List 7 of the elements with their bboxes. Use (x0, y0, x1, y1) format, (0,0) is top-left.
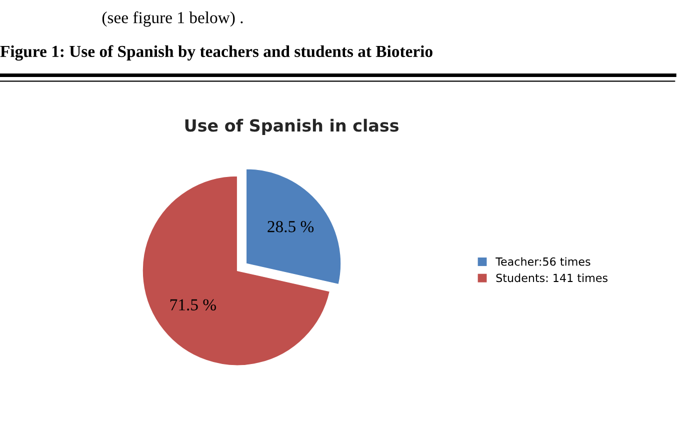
data-label: 28.5 % (268, 220, 314, 232)
data-label: 71.5 % (170, 299, 216, 311)
chart-title: Figure 1: Use of Spanish by teachers and students at Bioterio (0, 45, 432, 61)
chart-subtitle: Use of Spanish in class (185, 118, 398, 135)
legend-label: Teacher:56 times (496, 257, 590, 266)
legend-label: Students: 141 times (496, 274, 608, 282)
text: (see figure 1 below) . (102, 11, 243, 27)
